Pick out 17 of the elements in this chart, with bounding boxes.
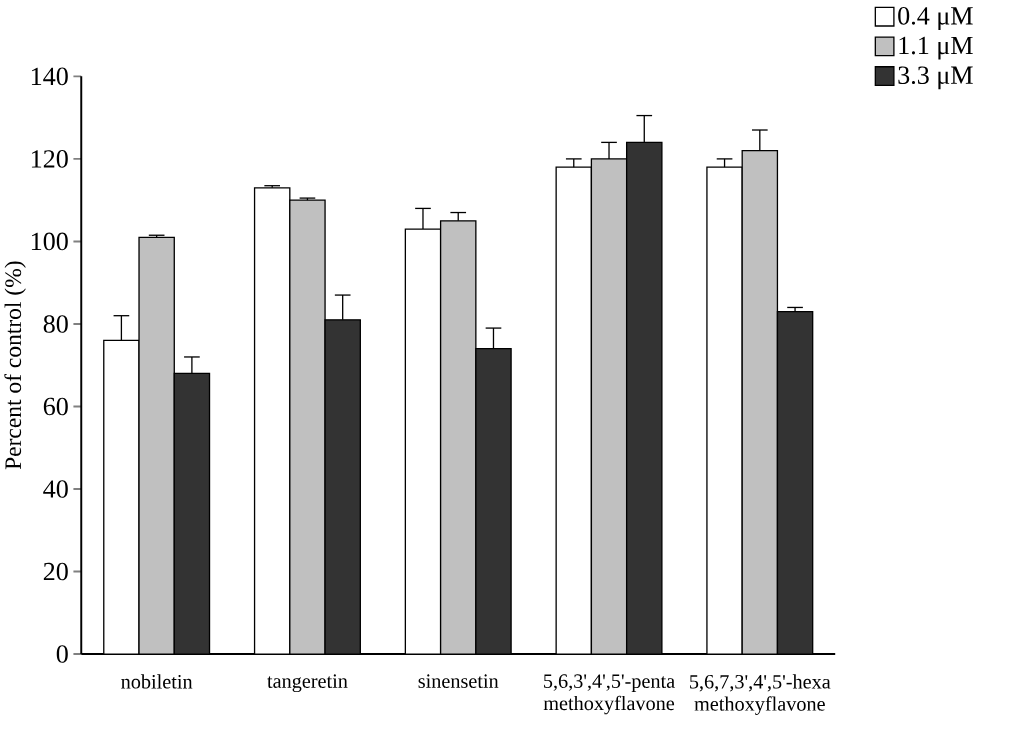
y-tick-label: 120	[31, 149, 68, 168]
y-tick-label: 140	[31, 67, 68, 85]
y-tick-label: 100	[31, 232, 68, 251]
x-tick-label: nobiletin	[121, 674, 193, 689]
x-tick-label: 5,6,7,3',4',5'-hexa methoxyflavone	[690, 674, 831, 715]
y-tick-label: 80	[43, 314, 68, 333]
x-tick-label: 5,6,3',4',5'-penta methoxyflavone	[543, 674, 675, 715]
x-tick-label: sinensetin	[418, 674, 499, 688]
legend-label: 3.3 μM	[898, 66, 973, 90]
y-tick-label: 60	[43, 397, 68, 416]
y-tick-label: 0	[56, 645, 68, 663]
legend-label: 0.4 μM	[898, 6, 973, 30]
x-tick-label: tangeretin	[267, 674, 348, 692]
y-tick-label: 40	[43, 480, 68, 498]
y-tick-label: 20	[43, 562, 68, 581]
legend-label: 1.1 μM	[899, 36, 973, 60]
y-axis-title: Percent of control (%)	[4, 261, 26, 470]
